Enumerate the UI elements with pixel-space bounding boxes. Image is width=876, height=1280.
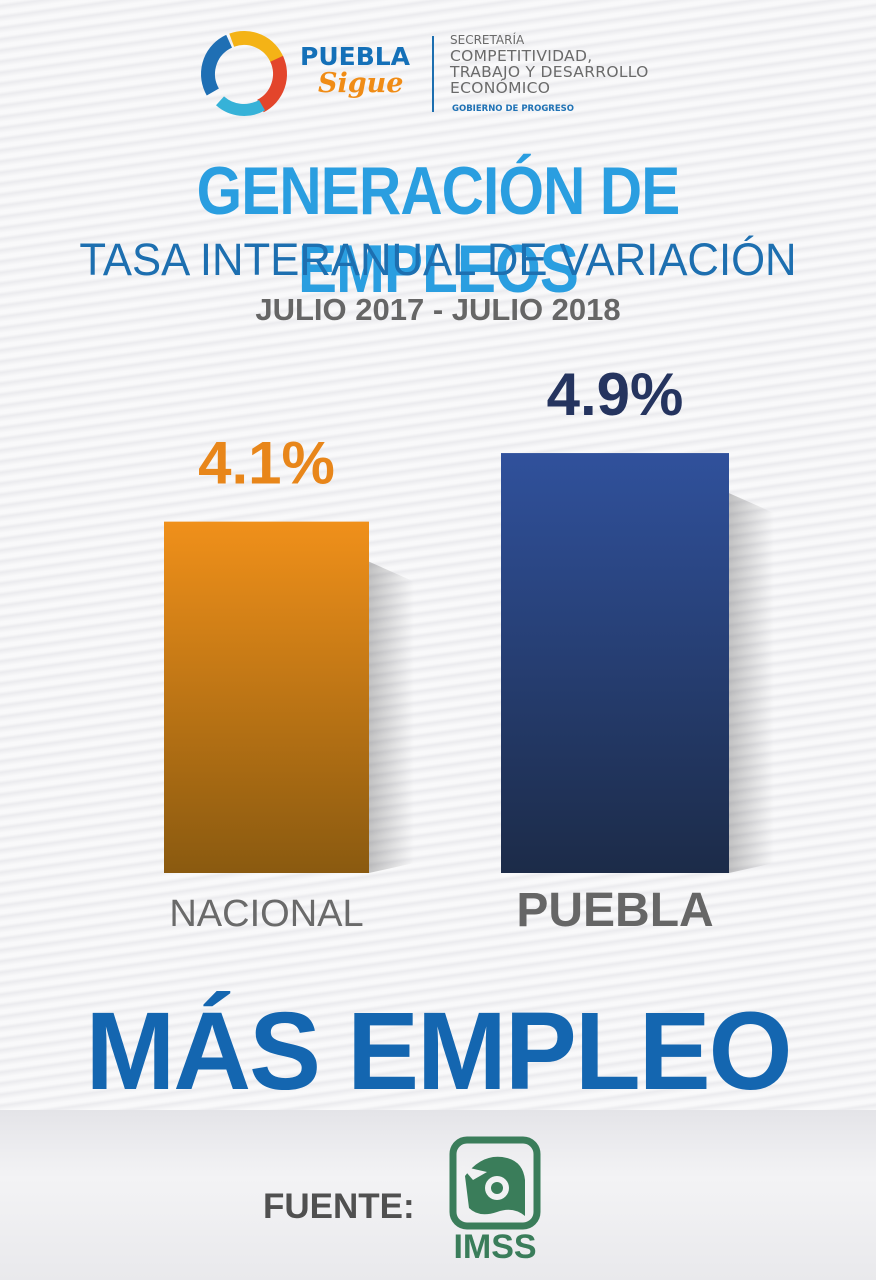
bar-chart: 4.1% NACIONAL 4.9% PUEBLA: [164, 361, 774, 937]
bar-puebla: [501, 453, 729, 873]
slogan: MÁS EMPLEO: [85, 990, 792, 1113]
brand-puebla: PUEBLA: [300, 42, 411, 71]
value-label-puebla: 4.9%: [547, 361, 684, 428]
category-label-puebla: PUEBLA: [516, 884, 713, 937]
value-label-nacional: 4.1%: [198, 430, 335, 497]
source-label: FUENTE:: [263, 1187, 415, 1226]
bar-shadow: [369, 561, 414, 873]
imss-text: IMSS: [453, 1228, 536, 1264]
brand-sigue: Sigue: [318, 68, 404, 99]
imss-logo: IMSS: [449, 1136, 541, 1264]
secretaria-name: COMPETITIVIDAD, TRABAJO Y DESARROLLO ECO…: [450, 47, 649, 97]
footer-band: [0, 1110, 876, 1280]
imss-eagle-icon: [449, 1136, 541, 1230]
chart-subtitle: TASA INTERANUAL DE VARIACIÓN: [79, 234, 797, 285]
secretaria-label: SECRETARÍA: [450, 33, 525, 47]
bar-shadow: [729, 493, 774, 873]
gobierno-tag: GOBIERNO DE PROGRESO: [452, 104, 574, 114]
bar-nacional: [164, 521, 369, 873]
category-label-nacional: NACIONAL: [169, 893, 363, 935]
puebla-ring-icon: [201, 31, 287, 117]
logo-divider: [432, 36, 434, 112]
chart-period: JULIO 2017 - JULIO 2018: [255, 292, 621, 327]
chart-title: GENERACIÓN DE EMPLEOS: [196, 153, 681, 307]
